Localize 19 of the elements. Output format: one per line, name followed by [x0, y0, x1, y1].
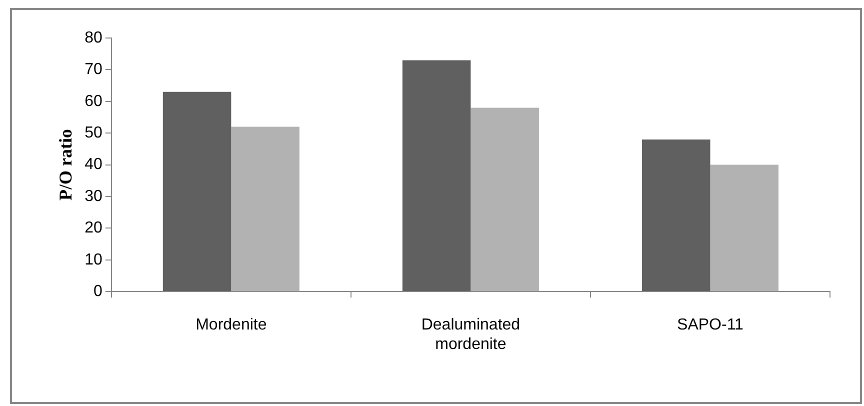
bar: [162, 92, 232, 292]
bar: [470, 108, 539, 292]
bar: [710, 164, 778, 292]
y-tick-label: 40: [84, 156, 102, 174]
y-tick-label: 60: [84, 92, 102, 110]
y-tick-label: 20: [84, 220, 102, 237]
y-tick-label: 0: [93, 283, 102, 300]
bar: [402, 60, 471, 292]
x-tick-label: SAPO-11: [677, 316, 744, 334]
bar: [642, 139, 710, 292]
y-tick-label: 50: [84, 124, 102, 142]
bar: [231, 126, 300, 292]
x-tick-label: Dealuminated mordenite: [421, 316, 520, 353]
y-tick-label: 80: [84, 29, 102, 46]
y-axis-title: P/O ratio: [55, 129, 76, 201]
y-tick-label: 70: [84, 61, 102, 78]
y-tick-label: 10: [84, 251, 102, 268]
x-tick-label: Mordenite: [196, 316, 267, 334]
y-tick-label: 30: [84, 188, 102, 205]
